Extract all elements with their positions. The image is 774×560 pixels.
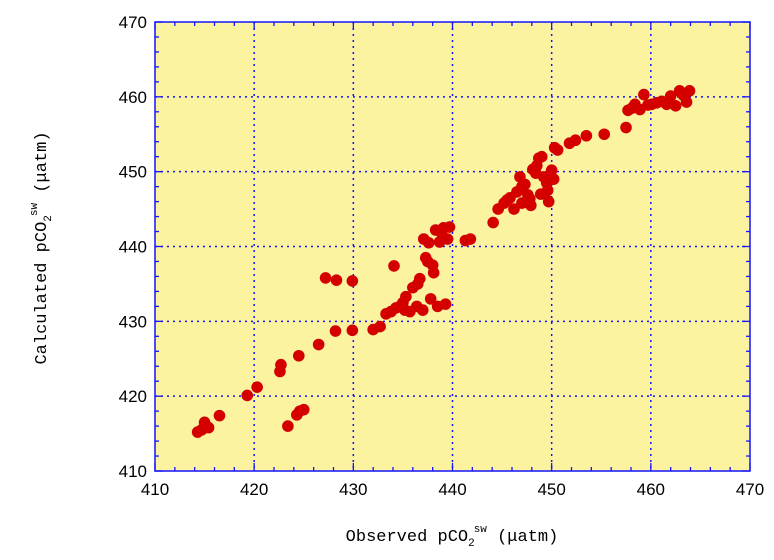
x-tick-label: 440 bbox=[438, 480, 466, 499]
data-point bbox=[664, 90, 677, 102]
x-axis-title-subscript: 2 bbox=[468, 538, 475, 550]
x-tick-label: 420 bbox=[240, 480, 268, 499]
data-point bbox=[487, 216, 499, 229]
data-point bbox=[542, 195, 555, 208]
data-point bbox=[400, 290, 412, 303]
data-point bbox=[439, 298, 452, 310]
y-tick-label: 450 bbox=[119, 163, 147, 182]
data-points bbox=[191, 85, 696, 438]
data-point bbox=[547, 173, 560, 185]
data-point bbox=[297, 403, 310, 416]
y-tick-label: 420 bbox=[119, 387, 147, 406]
plot-background bbox=[155, 22, 750, 471]
data-point bbox=[346, 275, 359, 287]
plot-frame bbox=[154, 21, 751, 472]
data-point bbox=[598, 128, 611, 141]
y-axis-title-main: Calculated pCO bbox=[33, 222, 52, 365]
x-axis-title-unit: (μatm) bbox=[487, 528, 558, 547]
x-tick-label: 470 bbox=[736, 480, 764, 499]
y-axis-title-unit: (μatm) bbox=[33, 131, 52, 202]
data-point bbox=[329, 325, 342, 337]
data-point bbox=[516, 180, 528, 193]
data-point bbox=[422, 236, 435, 249]
data-point bbox=[580, 129, 593, 142]
y-tick-label: 430 bbox=[119, 312, 147, 331]
x-tick-labels: 410 420 430 440 450 460 470 bbox=[141, 480, 764, 499]
y-tick-labels: 410 420 430 440 450 460 470 bbox=[119, 13, 147, 481]
data-point bbox=[282, 420, 294, 432]
data-point bbox=[241, 389, 254, 402]
data-point bbox=[427, 266, 440, 279]
data-point bbox=[388, 260, 400, 272]
data-point bbox=[620, 121, 632, 134]
data-point bbox=[441, 233, 454, 245]
data-point bbox=[251, 381, 263, 393]
data-point bbox=[464, 233, 477, 245]
data-point bbox=[638, 88, 650, 101]
x-tick-label: 460 bbox=[637, 480, 665, 499]
y-axis-title-subscript: 2 bbox=[43, 215, 55, 222]
y-tick-label: 460 bbox=[119, 88, 147, 107]
data-point bbox=[683, 85, 696, 97]
data-point bbox=[524, 192, 536, 205]
data-point bbox=[443, 221, 456, 233]
data-point bbox=[541, 184, 554, 197]
data-point bbox=[569, 134, 582, 147]
data-point bbox=[312, 338, 325, 351]
data-point bbox=[416, 304, 429, 316]
data-point bbox=[292, 349, 305, 362]
data-point bbox=[319, 272, 332, 284]
data-point bbox=[551, 144, 564, 156]
data-point bbox=[213, 409, 226, 422]
data-point bbox=[330, 274, 343, 286]
data-point bbox=[545, 164, 558, 176]
data-point bbox=[202, 421, 215, 434]
data-point bbox=[535, 150, 548, 163]
data-point bbox=[424, 293, 437, 305]
y-tick-label: 440 bbox=[119, 238, 147, 257]
y-axis-title: Calculated pCO2sw (μatm) bbox=[29, 131, 55, 364]
data-point bbox=[374, 320, 386, 333]
data-point bbox=[669, 100, 682, 112]
data-point bbox=[346, 324, 359, 337]
data-point bbox=[413, 272, 426, 285]
data-point bbox=[275, 358, 287, 371]
x-axis-title-superscript: sw bbox=[474, 524, 488, 536]
x-axis-title-main: Observed pCO bbox=[346, 528, 468, 547]
data-point bbox=[530, 159, 543, 172]
x-tick-label: 410 bbox=[141, 480, 169, 499]
x-axis-title: Observed pCO2 sw (μatm) bbox=[346, 524, 559, 550]
x-tick-label: 450 bbox=[537, 480, 565, 499]
y-tick-label: 470 bbox=[119, 13, 147, 32]
x-tick-label: 430 bbox=[339, 480, 367, 499]
data-point bbox=[508, 203, 520, 215]
data-point bbox=[680, 96, 693, 108]
y-tick-label: 410 bbox=[119, 462, 147, 481]
y-axis-title-superscript: sw bbox=[29, 202, 41, 216]
